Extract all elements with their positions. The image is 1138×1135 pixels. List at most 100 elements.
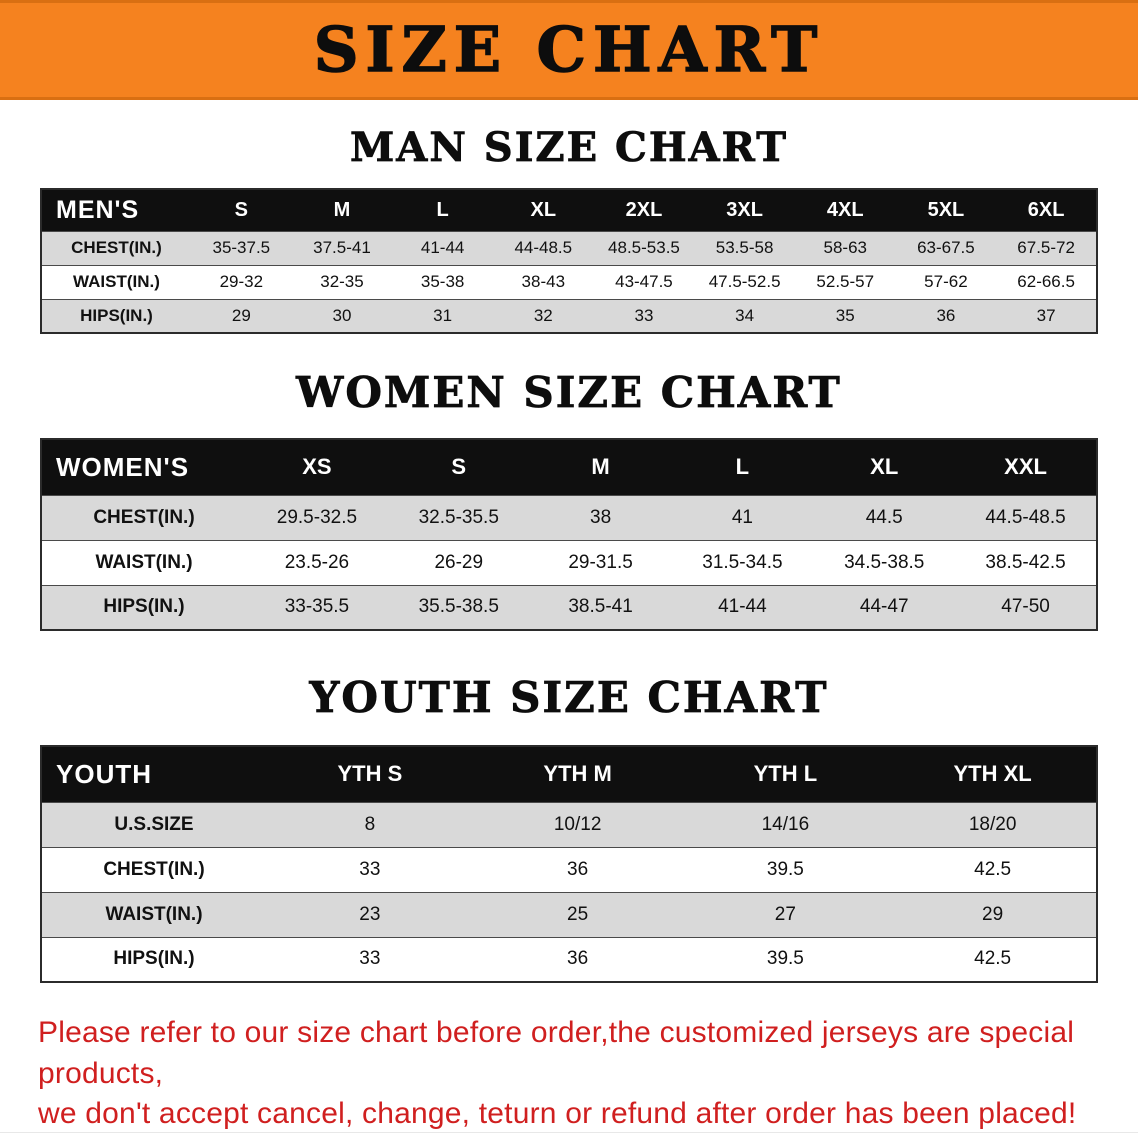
disclaimer-line-1: Please refer to our size chart before or…: [38, 1016, 1075, 1090]
size-value-cell: 41-44: [392, 230, 493, 265]
size-value-cell: 38: [529, 494, 672, 540]
size-value-cell: 31.5-34.5: [671, 539, 814, 585]
size-value-cell: 26-29: [387, 539, 530, 585]
size-column-header: YTH L: [681, 745, 890, 802]
table-corner-label: YOUTH: [41, 745, 266, 802]
men-section-heading: MAN SIZE CHART: [350, 124, 788, 171]
size-column-header: 3XL: [694, 188, 795, 231]
size-column-header: S: [387, 438, 530, 495]
disclaimer-line-2: we don't accept cancel, change, teturn o…: [38, 1097, 1077, 1130]
size-value-cell: 67.5-72: [996, 230, 1097, 265]
youth-section-heading: YOUTH SIZE CHART: [309, 673, 829, 722]
table-row: CHEST(IN.) 35-37.5 37.5-41 41-44 44-48.5 48.5…: [41, 230, 1097, 265]
size-value-cell: 63-67.5: [895, 230, 997, 265]
table-row: CHEST(IN.) 33 36 39.5 42.5: [41, 846, 1097, 892]
size-value-cell: 41: [671, 494, 814, 540]
size-value-cell: 44-48.5: [492, 230, 594, 265]
size-value-cell: 35-37.5: [191, 230, 292, 265]
size-value-cell: 44.5: [813, 494, 956, 540]
size-value-cell: 25: [473, 891, 682, 937]
size-value-cell: 52.5-57: [794, 264, 896, 299]
size-value-cell: 32-35: [291, 264, 393, 299]
women-size-section: WOMEN SIZE CHART WOMEN'S XS S M L XL XXL CHEST(…: [0, 368, 1138, 631]
size-value-cell: 23: [266, 891, 474, 937]
size-value-cell: 47-50: [955, 584, 1097, 630]
banner: SIZE CHART: [0, 0, 1138, 100]
size-value-cell: 43-47.5: [593, 264, 695, 299]
men-size-section: MAN SIZE CHART MEN'S S M L XL 2XL 3XL 4XL 5XL 6XL…: [0, 124, 1138, 334]
size-value-cell: 41-44: [671, 584, 814, 630]
size-value-cell: 8: [266, 801, 474, 847]
size-value-cell: 31: [392, 298, 493, 333]
size-value-cell: 30: [291, 298, 393, 333]
size-value-cell: 35-38: [392, 264, 493, 299]
size-value-cell: 10/12: [473, 801, 682, 847]
table-row: HIPS(IN.) 33-35.5 35.5-38.5 38.5-41 41-44 44-…: [41, 584, 1097, 630]
size-value-cell: 36: [473, 936, 682, 982]
table-row: WAIST(IN.) 29-32 32-35 35-38 38-43 43-47.5 47.…: [41, 264, 1097, 299]
size-value-cell: 29: [191, 298, 292, 333]
size-column-header: 5XL: [895, 188, 997, 231]
size-value-cell: 29: [889, 891, 1097, 937]
size-column-header: YTH XL: [889, 745, 1097, 802]
size-column-header: XS: [246, 438, 388, 495]
size-value-cell: 36: [895, 298, 997, 333]
row-label: WAIST(IN.): [41, 891, 266, 937]
size-value-cell: 23.5-26: [246, 539, 388, 585]
table-row: U.S.SIZE 8 10/12 14/16 18/20: [41, 801, 1097, 847]
size-value-cell: 42.5: [889, 846, 1097, 892]
size-value-cell: 18/20: [889, 801, 1097, 847]
row-label: HIPS(IN.): [41, 584, 246, 630]
size-value-cell: 29-31.5: [529, 539, 672, 585]
size-value-cell: 44-47: [813, 584, 956, 630]
table-row: CHEST(IN.) 29.5-32.5 32.5-35.5 38 41 44.5 44.5…: [41, 494, 1097, 540]
table-corner-label: WOMEN'S: [41, 438, 246, 495]
size-column-header: 4XL: [794, 188, 896, 231]
size-value-cell: 35.5-38.5: [387, 584, 530, 630]
size-value-cell: 38.5-42.5: [955, 539, 1097, 585]
size-value-cell: 33: [266, 846, 474, 892]
size-value-cell: 36: [473, 846, 682, 892]
disclaimer: Please refer to our size chart before or…: [38, 1013, 1100, 1135]
row-label: WAIST(IN.): [41, 539, 246, 585]
row-label: HIPS(IN.): [41, 936, 266, 982]
size-column-header: XL: [813, 438, 956, 495]
table-row: WAIST(IN.) 23.5-26 26-29 29-31.5 31.5-34.5 34…: [41, 539, 1097, 585]
size-value-cell: 38-43: [492, 264, 594, 299]
size-value-cell: 32.5-35.5: [387, 494, 530, 540]
size-value-cell: 53.5-58: [694, 230, 795, 265]
size-value-cell: 62-66.5: [996, 264, 1097, 299]
youth-size-section: YOUTH SIZE CHART YOUTH YTH S YTH M YTH L YTH…: [0, 673, 1138, 983]
size-value-cell: 35: [794, 298, 896, 333]
size-value-cell: 47.5-52.5: [694, 264, 795, 299]
size-value-cell: 27: [681, 891, 890, 937]
size-value-cell: 39.5: [681, 936, 890, 982]
size-column-header: YTH S: [266, 745, 474, 802]
size-value-cell: 32: [492, 298, 594, 333]
size-column-header: S: [191, 188, 292, 231]
table-header-row: MEN'S S M L XL 2XL 3XL 4XL 5XL 6XL: [41, 188, 1097, 231]
size-value-cell: 37.5-41: [291, 230, 393, 265]
size-value-cell: 38.5-41: [529, 584, 672, 630]
youth-size-table: YOUTH YTH S YTH M YTH L YTH XL U.S.SIZE 8 10/12…: [40, 745, 1098, 983]
women-section-heading: WOMEN SIZE CHART: [296, 368, 842, 417]
size-value-cell: 57-62: [895, 264, 997, 299]
table-corner-label: MEN'S: [41, 188, 191, 231]
row-label: WAIST(IN.): [41, 264, 191, 299]
size-column-header: 6XL: [996, 188, 1097, 231]
size-value-cell: 34.5-38.5: [813, 539, 956, 585]
size-value-cell: 39.5: [681, 846, 890, 892]
row-label: CHEST(IN.): [41, 494, 246, 540]
size-value-cell: 37: [996, 298, 1097, 333]
size-value-cell: 48.5-53.5: [593, 230, 695, 265]
size-column-header: XXL: [955, 438, 1097, 495]
size-column-header: L: [392, 188, 493, 231]
table-header-row: YOUTH YTH S YTH M YTH L YTH XL: [41, 745, 1097, 802]
size-value-cell: 34: [694, 298, 795, 333]
size-column-header: 2XL: [593, 188, 695, 231]
size-value-cell: 14/16: [681, 801, 890, 847]
page-title: SIZE CHART: [313, 13, 825, 86]
table-row: HIPS(IN.) 29 30 31 32 33 34 35 36 37: [41, 298, 1097, 333]
table-header-row: WOMEN'S XS S M L XL XXL: [41, 438, 1097, 495]
